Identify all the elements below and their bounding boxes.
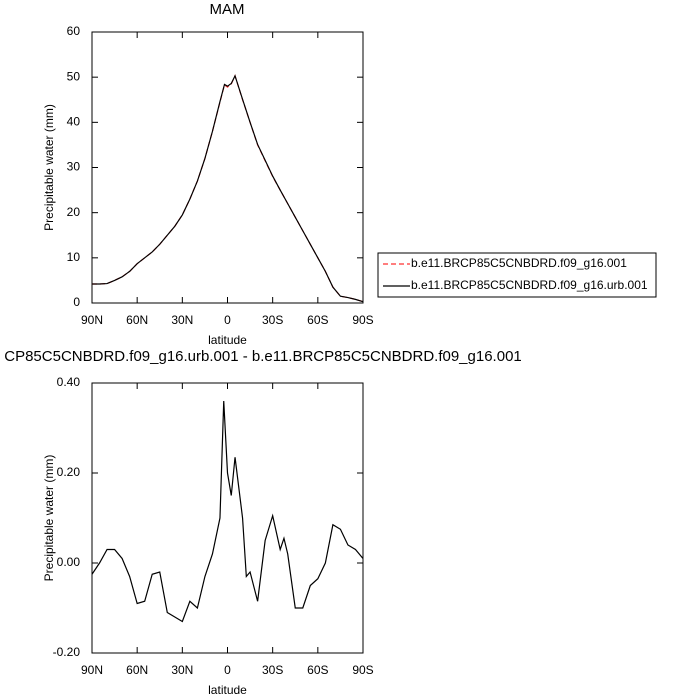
x-axis-label: latitude — [208, 333, 247, 347]
x-tick-label: 30N — [171, 313, 193, 327]
x-tick-label: 90N — [81, 313, 103, 327]
y-tick-label: 0 — [73, 295, 80, 309]
legend-box — [377, 252, 657, 298]
y-axis-label: Precipitable water (mm) — [42, 455, 56, 582]
x-tick-label: 60S — [307, 663, 328, 677]
y-tick-label: 0.00 — [57, 555, 81, 569]
y-tick-label: 40 — [67, 115, 81, 129]
x-tick-label: 90S — [352, 313, 373, 327]
plot-frame — [91, 382, 364, 654]
x-tick-label: 90N — [81, 663, 103, 677]
x-tick-label: 0 — [224, 313, 231, 327]
x-tick-label: 30S — [262, 663, 283, 677]
x-tick-label: 60N — [126, 663, 148, 677]
x-tick-label: 60S — [307, 313, 328, 327]
y-tick-label: 10 — [67, 250, 81, 264]
chart-title: MAM — [210, 1, 245, 18]
x-tick-label: 90S — [352, 663, 373, 677]
y-tick-label: -0.20 — [53, 645, 81, 659]
y-tick-label: 30 — [67, 160, 81, 174]
y-axis-label: Precipitable water (mm) — [42, 104, 56, 231]
y-tick-label: 0.40 — [57, 375, 81, 389]
x-axis-label: latitude — [208, 683, 247, 697]
legend-label: b.e11.BRCP85C5CNBDRD.f09_g16.001 — [411, 256, 627, 270]
x-tick-label: 30S — [262, 313, 283, 327]
y-tick-label: 50 — [67, 69, 81, 83]
x-tick-label: 60N — [126, 313, 148, 327]
x-tick-label: 0 — [224, 663, 231, 677]
y-tick-label: 60 — [67, 24, 81, 38]
plot-frame — [91, 31, 364, 304]
y-tick-label: 20 — [67, 205, 81, 219]
y-tick-label: 0.20 — [57, 465, 81, 479]
series-line — [92, 74, 364, 303]
chart-title: CP85C5CNBDRD.f09_g16.urb.001 - b.e11.BRC… — [4, 348, 522, 365]
series-line — [91, 400, 364, 623]
x-tick-label: 30N — [171, 663, 193, 677]
legend-label: b.e11.BRCP85C5CNBDRD.f09_g16.urb.001 — [411, 278, 648, 292]
